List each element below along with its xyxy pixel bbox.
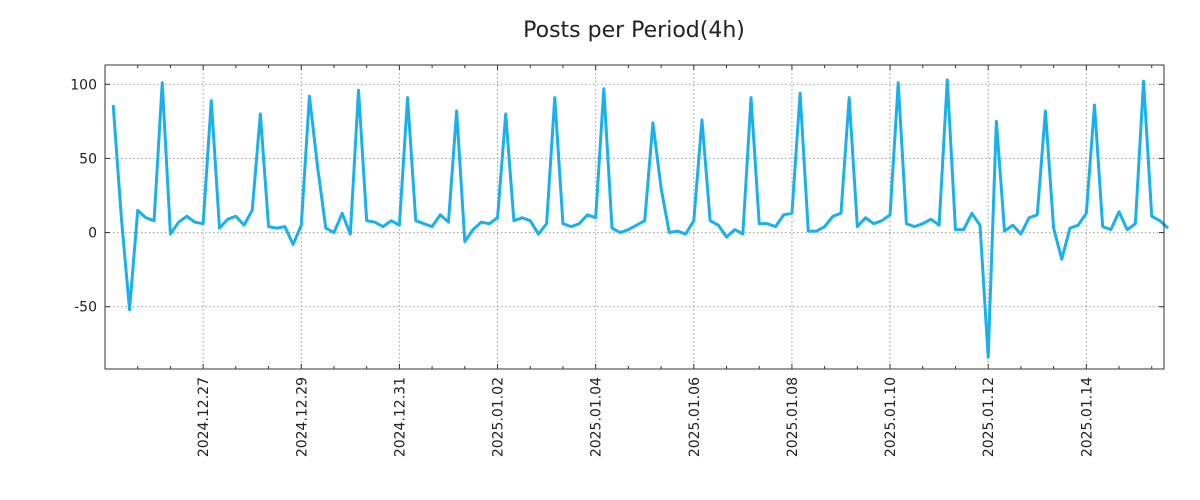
y-tick-label: 100 (70, 77, 97, 93)
x-tick-label: 2025.01.04 (589, 377, 605, 457)
y-tick-label: 0 (88, 226, 97, 242)
chart-title: Posts per Period(4h) (523, 18, 745, 43)
y-tick-label: -50 (74, 300, 97, 316)
series-layer (111, 78, 1170, 359)
x-tick-label: 2025.01.02 (491, 377, 507, 457)
tick-layer (105, 65, 1164, 369)
y-tick-labels: 100 50 0 -50 (70, 77, 97, 315)
grid-layer (105, 65, 1164, 369)
x-tick-label: 2024.12.31 (392, 377, 408, 457)
x-tick-label: 2025.01.12 (981, 377, 997, 457)
x-tick-label: 2025.01.14 (1079, 377, 1095, 457)
x-tick-label: 2025.01.06 (687, 377, 703, 457)
x-tick-labels: 2024.12.27 2024.12.29 2024.12.31 2025.01.02… (196, 377, 1095, 457)
x-tick-label: 2024.12.27 (196, 377, 212, 457)
x-tick-label: 2025.01.08 (785, 377, 801, 457)
plot-frame (104, 64, 1165, 370)
x-tick-label: 2024.12.29 (294, 377, 310, 457)
x-tick-label: 2025.01.10 (883, 377, 899, 457)
y-tick-label: 50 (79, 151, 97, 167)
series-line (111, 78, 1170, 359)
